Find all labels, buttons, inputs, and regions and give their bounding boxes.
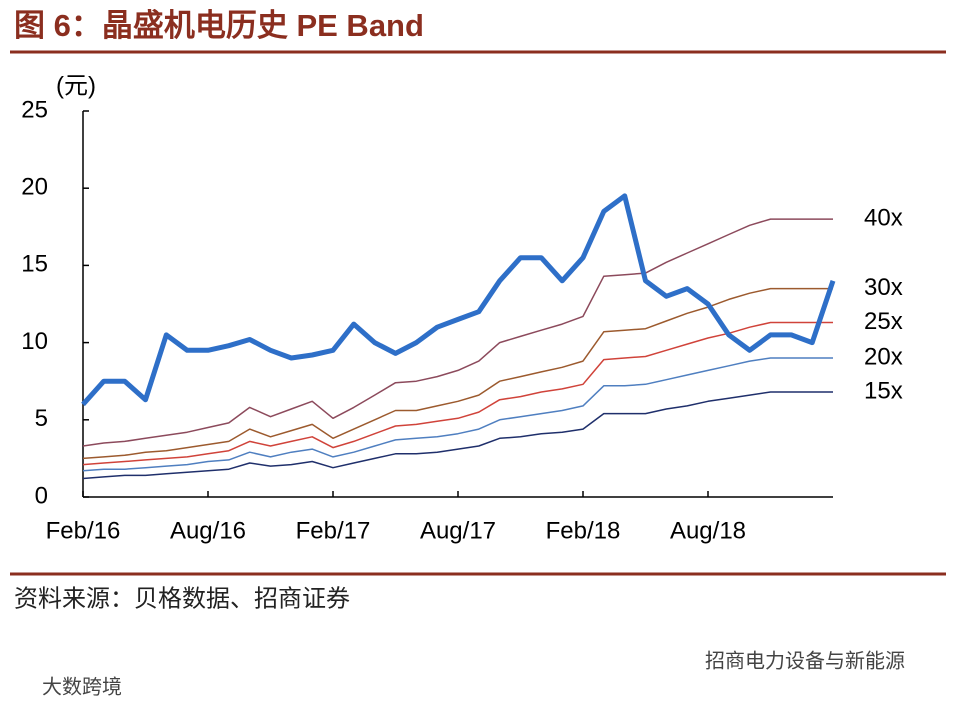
x-tick-label: Feb/17 xyxy=(296,517,371,544)
y-tick-label: 0 xyxy=(35,482,48,509)
y-tick-label: 25 xyxy=(21,96,48,123)
y-tick-label: 15 xyxy=(21,251,48,278)
y-tick-label: 20 xyxy=(21,174,48,201)
watermark: 大数跨境 xyxy=(42,675,122,698)
y-tick-label: 5 xyxy=(35,405,48,432)
pe-band-line xyxy=(82,357,833,472)
watermark: 招商电力设备与新能源 xyxy=(705,649,905,672)
y-axis-label: (元) xyxy=(56,72,96,99)
x-tick-label: Feb/16 xyxy=(46,517,121,544)
legend-label: 30x xyxy=(864,274,903,301)
x-tick-label: Aug/18 xyxy=(670,517,746,544)
legend-label: 20x xyxy=(864,343,903,370)
price-line xyxy=(81,193,836,407)
pe-band-line xyxy=(82,287,833,460)
x-tick-label: Aug/17 xyxy=(420,517,496,544)
pe-band-line xyxy=(82,218,833,447)
pe-band-line xyxy=(82,321,833,466)
pe-band-line xyxy=(82,391,833,480)
legend-label: 40x xyxy=(864,204,903,231)
x-tick-label: Feb/18 xyxy=(546,517,621,544)
y-tick-label: 10 xyxy=(21,328,48,355)
legend-label: 15x xyxy=(864,377,903,404)
legend-label: 25x xyxy=(864,308,903,335)
chart-title: 图 6：晶盛机电历史 PE Band xyxy=(14,8,424,43)
source-note: 资料来源：贝格数据、招商证券 xyxy=(14,585,350,612)
x-tick-label: Aug/16 xyxy=(170,517,246,544)
